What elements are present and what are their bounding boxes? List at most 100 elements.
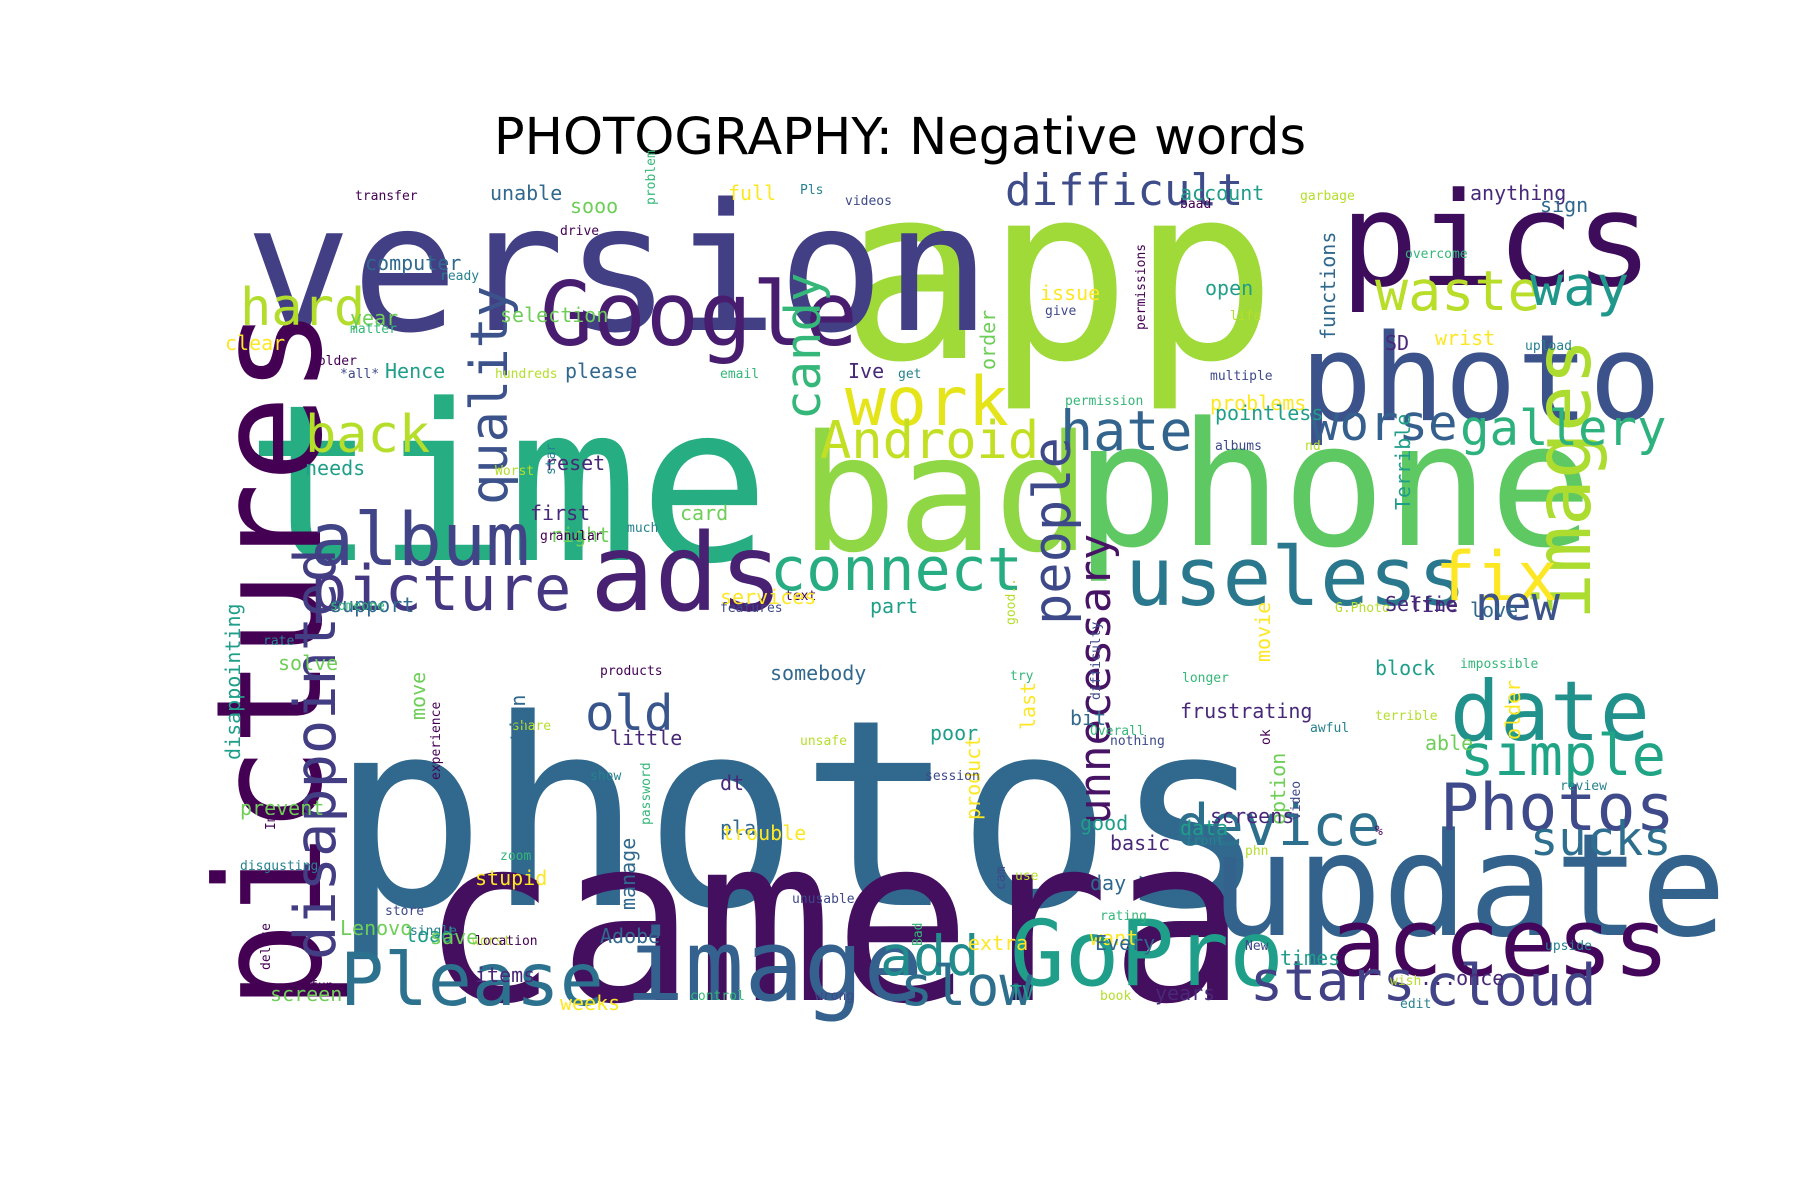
small-word: show (590, 769, 621, 784)
small-word: ok (1259, 729, 1274, 745)
small-word: basic (1110, 831, 1170, 855)
small-word: last (1016, 682, 1040, 730)
word-version: version (245, 166, 991, 372)
word-hate: hate (1060, 399, 1192, 463)
word-work: work (845, 363, 1009, 442)
small-word: difficulty (1089, 622, 1104, 700)
word-stars: stars (1250, 949, 1416, 1013)
small-word: times (1280, 946, 1340, 970)
word-back: back (305, 405, 430, 465)
small-word: nd (1305, 439, 1321, 454)
small-word: wrong (815, 989, 854, 1004)
small-word: Selfie (1385, 592, 1457, 616)
small-word: delete (259, 923, 274, 970)
word-old: old (585, 685, 674, 742)
small-word: needs (305, 456, 365, 480)
small-word: issue (1040, 281, 1100, 305)
small-word: use (1015, 869, 1039, 884)
word-simple: simple (1460, 723, 1666, 789)
word-date: date (1450, 663, 1650, 760)
small-word: load (405, 923, 453, 947)
small-word: New (1245, 939, 1269, 954)
word-quality: quality (460, 286, 520, 505)
small-word: Im (264, 814, 279, 830)
word-android: Android (820, 411, 1039, 471)
word-time: time (245, 359, 770, 612)
word-please: Please (340, 938, 604, 1023)
small-word: open (1205, 276, 1253, 300)
small-word: screens (1210, 804, 1294, 828)
small-word: services (720, 585, 816, 609)
small-word: worst (472, 934, 511, 949)
word-cloud: cloud (1425, 953, 1597, 1019)
small-word: want (1090, 926, 1138, 950)
small-word: videos (845, 194, 892, 209)
small-word: pointless (1215, 401, 1323, 425)
small-word: Overall (1090, 724, 1145, 739)
small-word: block (1375, 656, 1435, 680)
word-images: images (1519, 338, 1609, 620)
small-word: Hence (385, 359, 445, 383)
word-picture: picture (310, 552, 571, 625)
small-word: save (430, 925, 478, 949)
word-connect: connect (770, 535, 1023, 605)
small-word: sooo (570, 194, 618, 218)
small-word: screen (270, 982, 342, 1006)
small-word: extra (968, 931, 1028, 955)
small-word: someone (330, 599, 385, 614)
word-people: people (1023, 437, 1083, 625)
small-word: unsafe (800, 734, 847, 749)
word-candy: candy (775, 272, 832, 420)
small-word: frustrating (1180, 699, 1312, 723)
small-word: older (1501, 680, 1525, 740)
chart-title: PHOTOGRAPHY: Negative words (493, 108, 1307, 167)
word-gopro: GoPro (1010, 902, 1284, 1007)
small-word: front (1185, 834, 1224, 849)
small-word: matter (350, 322, 397, 337)
small-word: move (406, 672, 430, 720)
word-add: add (880, 924, 979, 988)
small-word: impossible (1460, 657, 1538, 672)
small-word: good (1080, 811, 1128, 835)
small-word: G.Photo (1335, 601, 1390, 616)
small-word: wish (1390, 974, 1421, 989)
small-word: baad (1180, 197, 1211, 212)
word-gallery: gallery (1460, 400, 1667, 457)
word-device: device (1175, 793, 1381, 859)
word-waste: waste (1375, 259, 1541, 323)
word-disappointed: disappointed (283, 548, 349, 960)
small-word: please (565, 359, 637, 383)
word-pictures: pictures (185, 307, 355, 1010)
small-word: phn (1245, 844, 1268, 859)
small-word: % (1375, 824, 1383, 839)
small-word: day (1090, 871, 1126, 895)
small-word: unable (490, 181, 562, 205)
small-word: poor (930, 721, 978, 745)
word-sucks: sucks (1530, 812, 1671, 867)
word-way: way (1530, 254, 1629, 318)
small-word: able (1425, 731, 1473, 755)
small-word: love (1470, 598, 1518, 622)
small-word: trouble (722, 821, 806, 845)
small-word: weeks (560, 991, 620, 1015)
small-word: password (639, 762, 654, 825)
small-word: text (785, 589, 816, 604)
small-word: little (610, 726, 682, 750)
small-word: movie (1251, 602, 1275, 662)
small-word: play (720, 816, 768, 840)
word-camera: camera (420, 788, 1247, 1055)
word-difficult: difficult (1005, 165, 1243, 216)
word-photos: Photos (1440, 771, 1675, 846)
small-word: location (475, 934, 538, 949)
small-word: unusable (792, 892, 855, 907)
small-word: experience (429, 702, 444, 780)
word-album: album (310, 498, 530, 583)
small-word: order (976, 310, 1000, 370)
small-word: video (1289, 781, 1304, 820)
small-word: terrible (1375, 709, 1438, 724)
small-word: problems (1210, 391, 1306, 415)
small-word: zoom (500, 849, 531, 864)
small-word: part (870, 594, 918, 618)
small-word: Bad (911, 923, 926, 946)
